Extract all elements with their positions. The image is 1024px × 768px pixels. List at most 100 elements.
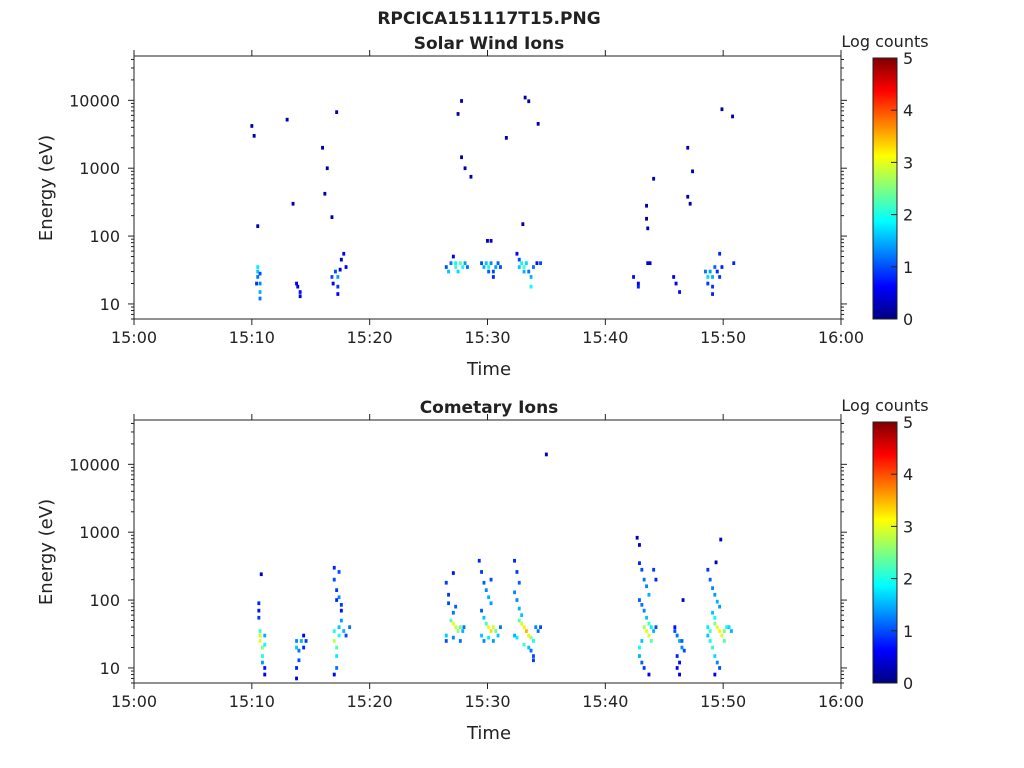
heatmap-cell xyxy=(331,281,335,286)
heatmap-cell xyxy=(444,265,448,269)
heatmap-cell xyxy=(489,239,493,243)
heatmap-cell xyxy=(348,625,352,629)
heatmap-cell xyxy=(499,265,502,269)
heatmap-cell xyxy=(688,201,692,206)
heatmap-cell xyxy=(642,625,646,629)
heatmap-cell xyxy=(513,558,516,563)
heatmap-cell xyxy=(295,281,298,286)
heatmap-cell xyxy=(257,608,261,613)
heatmap-cell xyxy=(647,621,651,626)
heatmap-cell xyxy=(444,639,448,643)
y-tick-label: 10000 xyxy=(69,91,120,110)
heatmap-cell xyxy=(491,269,495,274)
heatmap-cell xyxy=(713,615,717,620)
heatmap-cell xyxy=(522,642,526,647)
heatmap-cell xyxy=(454,265,458,269)
heatmap-cell xyxy=(708,577,712,582)
heatmap-cell xyxy=(713,265,717,269)
colorbar xyxy=(872,421,898,684)
x-tick-label: 15:40 xyxy=(582,692,628,711)
heatmap-cell xyxy=(304,639,308,643)
heatmap-cell xyxy=(715,269,719,274)
heatmap-cell xyxy=(544,452,548,457)
x-tick-label: 15:20 xyxy=(347,692,393,711)
heatmap-cell xyxy=(711,275,714,279)
heatmap-cell xyxy=(686,194,690,199)
heatmap-cell xyxy=(449,261,453,265)
heatmap-cell xyxy=(532,265,535,269)
heatmap-cell xyxy=(652,176,656,181)
heatmap-cell xyxy=(256,265,260,269)
heatmap-cell xyxy=(714,560,718,565)
heatmap-cell xyxy=(256,269,260,274)
heatmap-cell xyxy=(715,660,719,665)
heatmap-cell xyxy=(487,265,491,269)
heatmap-cell xyxy=(718,666,722,670)
colorbar-label: Log counts xyxy=(841,32,928,51)
heatmap-cell xyxy=(711,645,714,650)
heatmap-cell xyxy=(729,629,733,633)
heatmap-cell xyxy=(298,294,302,299)
heatmap-cell xyxy=(487,625,491,629)
heatmap-cell xyxy=(654,577,658,582)
x-tick-label: 15:50 xyxy=(700,692,746,711)
heatmap-cell xyxy=(517,580,521,585)
heatmap-cell xyxy=(534,625,538,629)
heatmap-cell xyxy=(447,269,450,274)
heatmap-cell xyxy=(675,666,679,670)
heatmap-cell xyxy=(632,275,635,279)
heatmap-cell xyxy=(261,645,264,650)
heatmap-cell xyxy=(332,672,336,677)
heatmap-cell xyxy=(263,672,267,677)
heatmap-cell xyxy=(718,604,722,609)
heatmap-cells xyxy=(250,95,736,301)
x-axis-label: Time xyxy=(466,359,511,380)
heatmap-cell xyxy=(252,134,256,138)
heatmap-cell xyxy=(335,654,339,658)
heatmap-cell xyxy=(302,633,306,638)
heatmap-cell xyxy=(337,570,341,574)
heatmap-cell xyxy=(713,654,717,658)
heatmap-cell xyxy=(521,222,525,226)
heatmap-cell xyxy=(517,618,521,623)
heatmap-cell xyxy=(718,629,722,633)
heatmap-cell xyxy=(520,261,524,265)
colorbar-ticks: 0 1 2 3 4 5 xyxy=(891,413,913,693)
heatmap-cell xyxy=(520,613,524,617)
heatmap-cell xyxy=(486,239,489,243)
heatmap-cell xyxy=(482,265,486,269)
heatmap-cell xyxy=(335,666,339,670)
heatmap-cell xyxy=(484,621,488,626)
heatmap-cell xyxy=(491,275,495,279)
heatmap-cell xyxy=(635,535,639,540)
heatmap-cell xyxy=(713,672,717,677)
heatmap-cell xyxy=(654,625,658,629)
heatmap-cell xyxy=(335,110,339,114)
heatmap-cell xyxy=(529,635,533,640)
heatmap-cell xyxy=(258,633,262,638)
heatmap-cell xyxy=(302,645,306,650)
heatmap-cell xyxy=(257,601,261,606)
colorbar-tick-label: 5 xyxy=(903,49,913,68)
colorbar-tick-label: 1 xyxy=(903,622,913,641)
heatmap-cell xyxy=(484,261,488,265)
heatmap-cell xyxy=(645,216,648,221)
heatmap-cell xyxy=(640,567,644,572)
heatmap-cell xyxy=(704,269,707,274)
heatmap-cell xyxy=(466,265,469,269)
heatmap-cell xyxy=(645,629,648,633)
panel-title: Cometary Ions xyxy=(420,398,559,418)
colorbar xyxy=(872,57,898,320)
heatmap-cell xyxy=(480,261,483,265)
heatmap-cell xyxy=(527,269,531,274)
x-tick-label: 15:10 xyxy=(229,328,275,347)
heatmap-cell xyxy=(515,635,519,640)
heatmap-cell xyxy=(675,633,679,638)
colorbar-ticks: 0 1 2 3 4 5 xyxy=(891,49,913,329)
x-ticks: 15:00 15:10 15:20 15:30 15:40 15:50 16:00 xyxy=(111,50,864,347)
heatmap-cell xyxy=(261,660,264,665)
heatmap-cell xyxy=(681,598,685,602)
heatmap-cell xyxy=(454,625,458,629)
heatmap-cell xyxy=(451,621,455,626)
y-tick-label: 10 xyxy=(100,295,120,314)
